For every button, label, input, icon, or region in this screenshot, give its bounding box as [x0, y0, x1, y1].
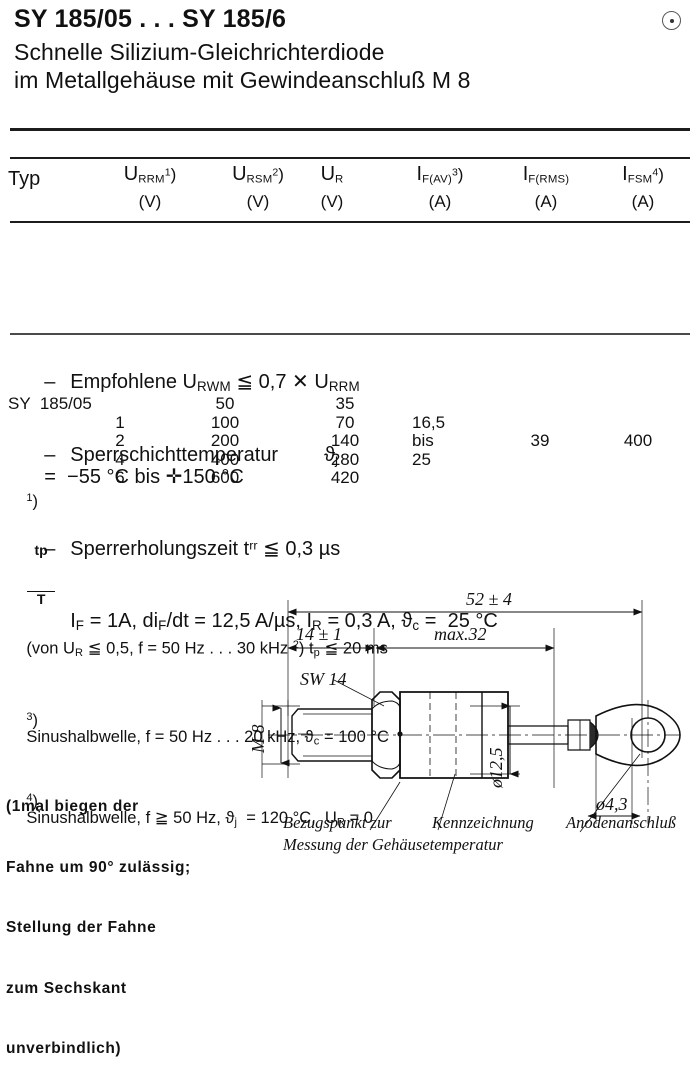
column-header-ifsm: IFSM4) (A) — [622, 163, 664, 211]
cell-typ: SY 185/05 — [8, 394, 92, 413]
spec-item-urwm: – Empfohlene URWM ≦ 0,7 ✕ URRM — [44, 371, 360, 394]
cell-ur: 420 — [330, 468, 360, 487]
column-header-ifav: IF(AV)3) (A) — [416, 163, 464, 211]
column-header-typ: Typ — [8, 168, 41, 190]
cell-typ: 1 — [115, 412, 125, 432]
callout-marking: Kennzeichnung — [431, 813, 534, 832]
cell-ifav: 16,5 — [412, 412, 446, 432]
callout-reference-point-line-2: Messung der Gehäusetemperatur — [282, 835, 504, 854]
dimension-label-thread: M 8 — [248, 725, 268, 755]
bend-note-line-1: (1mal biegen der — [6, 798, 139, 816]
callout-anode-terminal: Anodenanschluß — [565, 813, 676, 832]
leader-sw14 — [333, 679, 385, 707]
cell-ifav: 25 — [412, 449, 431, 469]
page-subtitle-line-2: im Metallgehäuse mit Gewindeanschluß M 8 — [14, 66, 471, 93]
dash-bullet-icon: – — [44, 444, 56, 467]
spec-item-reverse-recovery-time: – Sperrerholungszeit trr ≦ 0,3 µs — [44, 537, 341, 560]
hex-chamfer-bottom — [371, 760, 401, 770]
leader-reference-point — [369, 781, 401, 831]
page-title: SY 185/05 . . . SY 185/6 — [14, 5, 287, 33]
anode-tab — [595, 703, 681, 767]
column-header-ur: UR (V) — [320, 163, 344, 211]
dash-bullet-icon: – — [44, 371, 56, 393]
footnote-3: 3) Sinushalbwelle, f = 50 Hz . . . 20 kH… — [26, 710, 389, 748]
footnote-list: 1) tp T (von UR ≦ 0,5, f = 50 Hz . . . 3… — [8, 476, 688, 858]
cell-ifav: bis — [412, 431, 434, 450]
leader-marking — [437, 773, 456, 831]
cell-ur: 35 — [335, 394, 355, 413]
dimension-label-overall-length: 52 ± 4 — [466, 589, 512, 609]
divider-table-header — [10, 157, 690, 159]
cell-ur: 140 — [330, 431, 360, 450]
column-header-ifrms: IF(RMS) (A) — [522, 163, 570, 211]
spec-item-junction-temperature: – Sperrschichttemperatur ϑj = −55 °C bis ✛… — [44, 444, 339, 488]
page-subtitle: Schnelle Silizium-Gleichrichterdiode im … — [14, 38, 654, 94]
table-row: 6 600 420 — [0, 468, 700, 487]
spec-list: – Empfohlene URWM ≦ 0,7 ✕ URRM – Sperrschi… — [22, 352, 682, 668]
cell-urrm: 400 — [210, 449, 240, 469]
callout-reference-point-line-1: Bezugspunkt zur — [283, 813, 392, 832]
lead-collar — [567, 719, 591, 751]
dimension-label-body-length: max.32 — [434, 624, 487, 644]
cell-typ: 4 — [115, 449, 125, 469]
diode-outline-svg: 52 ± 4 14 ± 1 max.32 SW 14 M 8 ø12,5 ø4,… — [248, 589, 681, 854]
table-row: 2 200 140 bis 39 400 — [0, 431, 700, 450]
dimension-label-body-diameter: ø12,5 — [486, 748, 506, 790]
bend-note-line-3: Stellung der Fahne — [6, 919, 157, 937]
footnote-4: 4) Sinushalbwelle, f ≧ 50 Hz, ϑj = 120 °… — [26, 792, 373, 829]
dimension-label-hex-size: SW 14 — [300, 669, 347, 689]
cell-ifsm: 400 — [623, 431, 653, 450]
bend-note-line-2: Fahne um 90° zulässig; — [6, 858, 191, 876]
table-body: SY 185/05 50 35 1 100 70 16,5 2 200 140 … — [0, 394, 700, 487]
dot-in-circle-icon — [662, 11, 681, 30]
cell-ifrms: 39 — [530, 431, 550, 450]
cell-ur: 280 — [330, 449, 360, 469]
cell-typ: 2 — [115, 431, 125, 450]
column-header-urrm: URRM1) (V) — [123, 163, 177, 211]
cell-ur: 70 — [335, 412, 355, 432]
cell-urrm: 200 — [210, 431, 240, 450]
table-header-row: Typ URRM1) (V) URSM2) (V) UR (V) IF(AV)3… — [0, 162, 700, 220]
table-row: 1 100 70 16,5 — [0, 413, 700, 432]
bend-note-line-4: zum Sechskant — [6, 979, 127, 997]
dimension-label-hole-diameter: ø4,3 — [595, 794, 628, 814]
divider-table-body — [10, 221, 690, 223]
case-body — [399, 691, 509, 779]
bend-note: (1mal biegen der Fahne um 90° zulässig; … — [6, 757, 191, 1079]
page-subtitle-line-1: Schnelle Silizium-Gleichrichterdiode — [14, 38, 385, 65]
bend-note-line-5: unverbindlich) — [6, 1039, 122, 1057]
cell-urrm: 600 — [210, 468, 240, 487]
outline-drawing: 52 ± 4 14 ± 1 max.32 SW 14 M 8 ø12,5 ø4,… — [0, 588, 700, 864]
table-row: SY 185/05 50 35 — [0, 394, 700, 413]
dash-bullet-icon: – — [44, 537, 56, 560]
document-header: SY 185/05 . . . SY 185/6 Schnelle Silizi… — [14, 5, 654, 94]
cell-typ: 6 — [115, 468, 125, 487]
column-header-ursm: URSM2) (V) — [232, 163, 284, 211]
table-row: 4 400 280 25 — [0, 450, 700, 469]
leader-anode-terminal — [579, 753, 641, 833]
divider-table-bottom — [10, 333, 690, 335]
dimension-label-thread-length: 14 ± 1 — [296, 624, 342, 644]
fraction-tp-over-T: tp T — [27, 510, 55, 641]
cell-urrm: 100 — [210, 412, 240, 432]
cell-urrm: 50 — [215, 394, 235, 413]
divider-top — [10, 128, 690, 131]
spec-item-trr-conditions: IF = 1A, diF/dt = 12,5 A/µs, IR = 0,3 A,… — [70, 609, 498, 633]
reference-point-dot — [397, 731, 403, 737]
specification-table: Typ URRM1) (V) URSM2) (V) UR (V) IF(AV)3… — [0, 162, 700, 487]
